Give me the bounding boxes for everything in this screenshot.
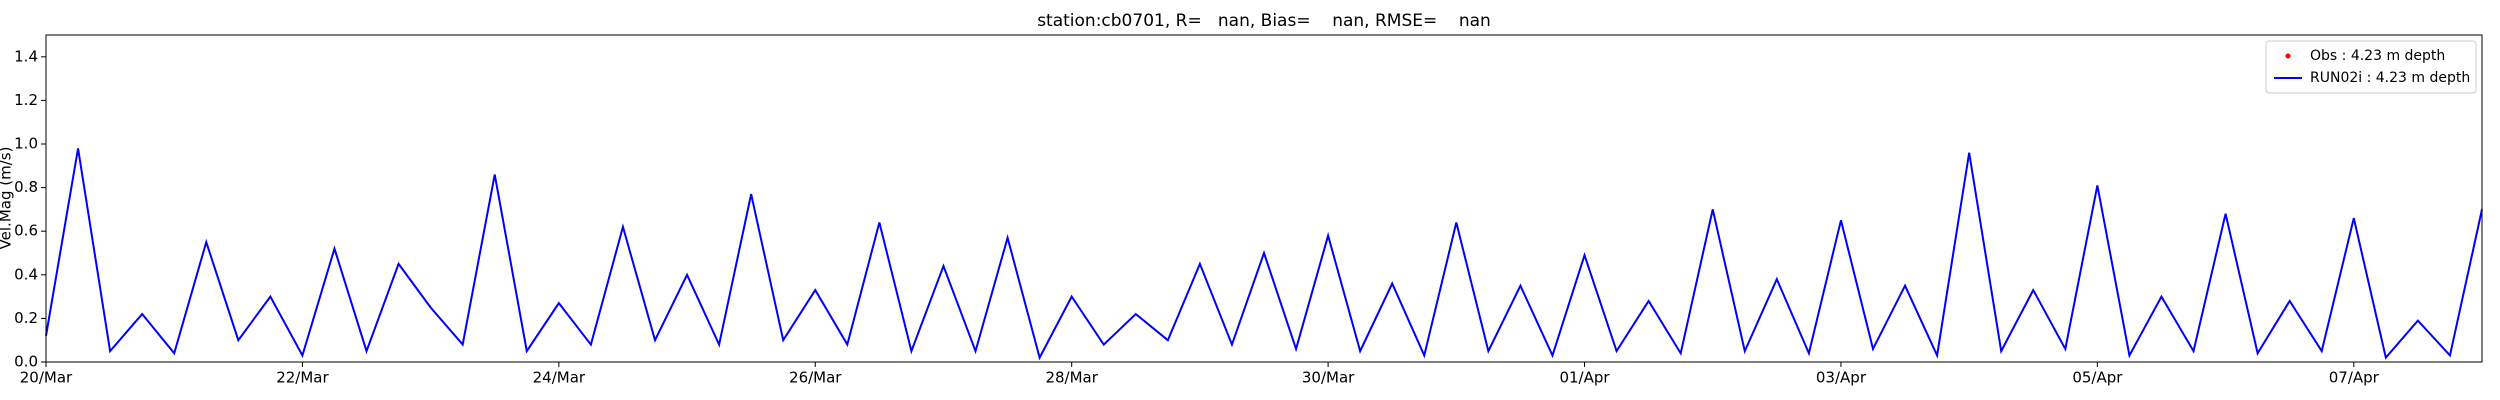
legend-box bbox=[2265, 40, 2477, 94]
x-tick-label: 22/Mar bbox=[276, 369, 329, 387]
x-tick-label: 20/Mar bbox=[20, 369, 73, 387]
legend-marker bbox=[2285, 53, 2291, 59]
x-tick-label: 30/Mar bbox=[1302, 369, 1355, 387]
y-tick-label: 0.2 bbox=[14, 309, 38, 327]
x-tick-label: 01/Apr bbox=[1559, 369, 1610, 387]
x-tick-label: 03/Apr bbox=[1816, 369, 1867, 387]
x-tick-label: 24/Mar bbox=[533, 369, 586, 387]
x-tick-label: 28/Mar bbox=[1045, 369, 1098, 387]
plot-frame bbox=[45, 34, 2483, 363]
y-tick-label: 0.8 bbox=[14, 178, 38, 196]
x-tick-label: 05/Apr bbox=[2072, 369, 2123, 387]
chart-title: station:cb0701, R= nan, Bias= nan, RMSE=… bbox=[1037, 11, 1491, 31]
x-tick-label: 07/Apr bbox=[2329, 369, 2380, 387]
legend-label: RUN02i : 4.23 m depth bbox=[2310, 70, 2470, 86]
y-tick-label: 0.4 bbox=[14, 265, 38, 283]
y-tick-label: 1.2 bbox=[14, 91, 38, 109]
y-tick-label: 0.6 bbox=[14, 222, 38, 240]
y-axis-label: Vel.Mag (m/s) bbox=[0, 147, 15, 250]
y-tick-label: 1.0 bbox=[14, 135, 38, 153]
y-tick-label: 0.0 bbox=[14, 353, 38, 371]
x-tick-label: 26/Mar bbox=[789, 369, 842, 387]
legend-label: Obs : 4.23 m depth bbox=[2310, 48, 2445, 64]
series-line bbox=[45, 148, 2483, 361]
y-tick-label: 1.4 bbox=[14, 47, 38, 65]
